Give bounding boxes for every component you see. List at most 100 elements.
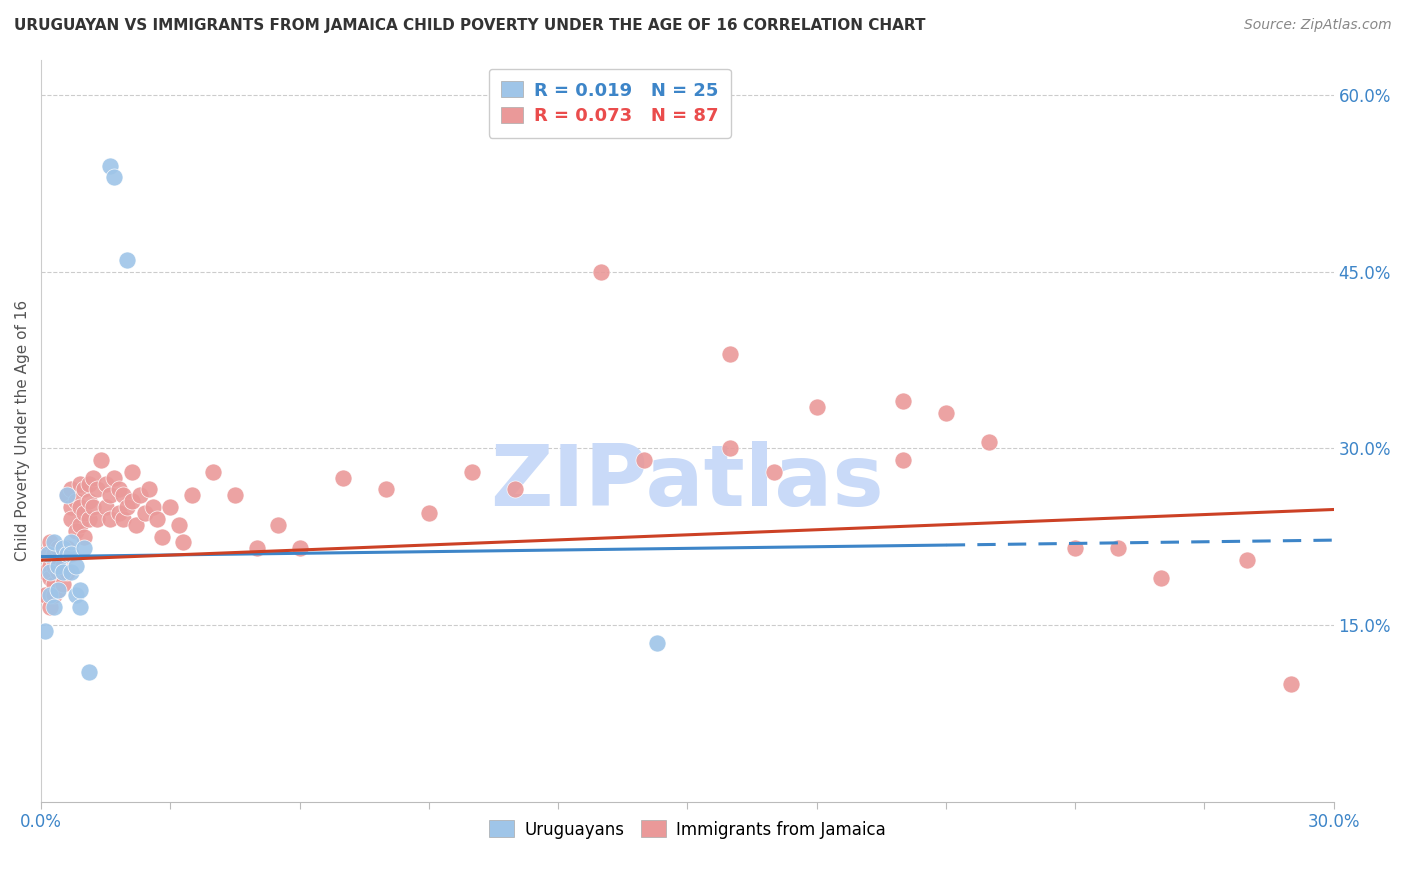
Point xyxy=(267,517,290,532)
Point xyxy=(52,576,75,591)
Point xyxy=(245,541,267,556)
Point xyxy=(42,547,65,561)
Point xyxy=(86,512,108,526)
Point xyxy=(42,576,65,591)
Point xyxy=(1064,541,1087,556)
Point xyxy=(94,476,117,491)
Point xyxy=(180,488,202,502)
Point xyxy=(73,506,96,520)
Point xyxy=(121,494,143,508)
Point xyxy=(503,483,526,497)
Legend: Uruguayans, Immigrants from Jamaica: Uruguayans, Immigrants from Jamaica xyxy=(482,814,893,846)
Point xyxy=(288,541,311,556)
Point xyxy=(159,500,181,515)
Point xyxy=(418,506,440,520)
Point xyxy=(633,453,655,467)
Point xyxy=(90,453,112,467)
Point xyxy=(202,465,225,479)
Point xyxy=(60,547,83,561)
Text: URUGUAYAN VS IMMIGRANTS FROM JAMAICA CHILD POVERTY UNDER THE AGE OF 16 CORRELATI: URUGUAYAN VS IMMIGRANTS FROM JAMAICA CHI… xyxy=(14,18,925,33)
Point xyxy=(38,535,60,549)
Point xyxy=(461,465,484,479)
Point xyxy=(73,541,96,556)
Point xyxy=(69,600,91,615)
Point xyxy=(720,347,742,361)
Point xyxy=(46,582,69,597)
Point xyxy=(34,589,56,603)
Point xyxy=(107,483,129,497)
Point xyxy=(121,465,143,479)
Point xyxy=(34,624,56,638)
Point xyxy=(38,589,60,603)
Point xyxy=(69,517,91,532)
Point xyxy=(52,559,75,574)
Point xyxy=(56,488,79,502)
Point xyxy=(117,252,139,267)
Point xyxy=(52,541,75,556)
Point xyxy=(762,465,785,479)
Point xyxy=(224,488,246,502)
Point xyxy=(98,512,121,526)
Point xyxy=(117,500,139,515)
Point xyxy=(125,517,148,532)
Point xyxy=(42,600,65,615)
Point xyxy=(134,506,156,520)
Text: ZIPatlas: ZIPatlas xyxy=(491,441,884,524)
Point xyxy=(332,471,354,485)
Point xyxy=(65,559,87,574)
Point xyxy=(1107,541,1129,556)
Point xyxy=(82,471,104,485)
Point xyxy=(1279,677,1302,691)
Point xyxy=(167,517,190,532)
Point xyxy=(60,512,83,526)
Point xyxy=(65,524,87,538)
Point xyxy=(977,435,1000,450)
Point xyxy=(98,159,121,173)
Point xyxy=(46,559,69,574)
Point xyxy=(129,488,152,502)
Point xyxy=(891,453,914,467)
Point xyxy=(42,559,65,574)
Point xyxy=(42,589,65,603)
Point xyxy=(146,512,169,526)
Point xyxy=(107,506,129,520)
Point xyxy=(56,488,79,502)
Point xyxy=(77,476,100,491)
Point xyxy=(94,500,117,515)
Point xyxy=(60,565,83,579)
Point xyxy=(82,500,104,515)
Point xyxy=(46,582,69,597)
Point xyxy=(1150,571,1173,585)
Point xyxy=(77,494,100,508)
Point xyxy=(60,500,83,515)
Point xyxy=(73,530,96,544)
Y-axis label: Child Poverty Under the Age of 16: Child Poverty Under the Age of 16 xyxy=(15,300,30,561)
Point xyxy=(103,471,125,485)
Point xyxy=(60,535,83,549)
Point xyxy=(65,494,87,508)
Point xyxy=(98,488,121,502)
Point xyxy=(111,488,134,502)
Point xyxy=(69,582,91,597)
Point xyxy=(1236,553,1258,567)
Point xyxy=(56,547,79,561)
Point xyxy=(46,541,69,556)
Point xyxy=(86,483,108,497)
Point xyxy=(42,535,65,549)
Point xyxy=(103,170,125,185)
Point xyxy=(34,547,56,561)
Point xyxy=(138,483,160,497)
Point xyxy=(111,512,134,526)
Point xyxy=(38,571,60,585)
Point xyxy=(65,589,87,603)
Point xyxy=(38,559,60,574)
Text: Source: ZipAtlas.com: Source: ZipAtlas.com xyxy=(1244,18,1392,32)
Point xyxy=(38,600,60,615)
Point xyxy=(56,541,79,556)
Point xyxy=(34,565,56,579)
Point xyxy=(73,483,96,497)
Point xyxy=(172,535,194,549)
Point xyxy=(935,406,957,420)
Point xyxy=(374,483,396,497)
Point xyxy=(52,565,75,579)
